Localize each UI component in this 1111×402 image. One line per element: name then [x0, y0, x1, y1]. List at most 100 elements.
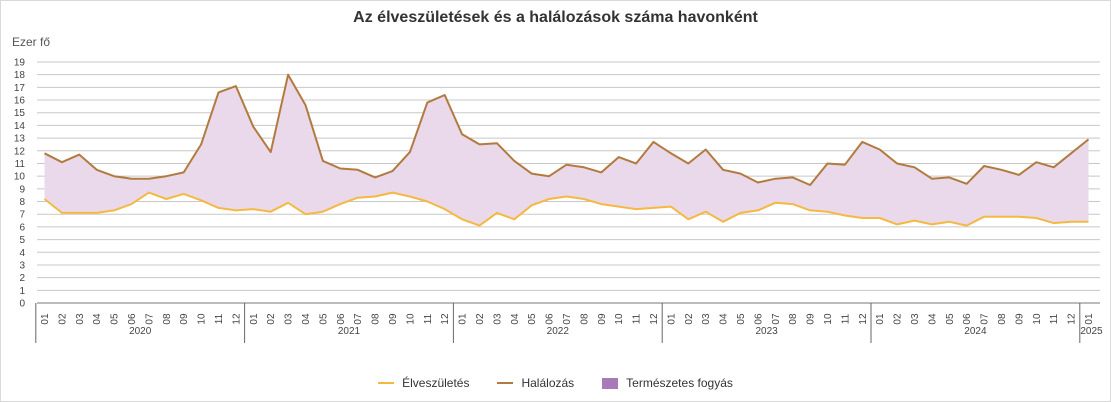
y-tick-label: 10	[14, 172, 26, 183]
y-tick-label: 9	[19, 184, 25, 195]
x-month-tick-label: 11	[1049, 313, 1060, 324]
x-month-tick-label: 03	[284, 313, 295, 325]
x-month-tick-label: 07	[562, 313, 573, 325]
y-tick-label: 11	[15, 159, 26, 170]
x-month-tick-label: 05	[110, 313, 121, 325]
y-tick-label: 18	[14, 70, 26, 81]
x-month-tick-label: 08	[788, 313, 799, 325]
x-month-tick-label: 05	[318, 313, 329, 325]
x-month-tick-label: 06	[127, 313, 138, 325]
x-month-tick-label: 12	[858, 313, 869, 325]
x-month-tick-label: 01	[40, 313, 51, 325]
x-month-tick-label: 11	[214, 313, 225, 324]
x-month-tick-label: 07	[353, 313, 364, 325]
x-month-tick-label: 02	[57, 313, 68, 325]
x-month-tick-label: 08	[162, 313, 173, 325]
natural-decrease-legend-swatch	[602, 377, 619, 389]
x-month-tick-label: 06	[545, 313, 556, 325]
x-month-tick-label: 12	[649, 313, 660, 325]
legend-label-births: Élveszületés	[402, 376, 470, 390]
x-month-tick-label: 01	[875, 313, 886, 325]
x-month-tick-label: 01	[249, 313, 260, 325]
x-year-label: 2021	[338, 326, 361, 337]
y-axis-unit-label: Ezer fő	[12, 35, 51, 49]
x-month-tick-label: 09	[597, 313, 608, 325]
legend-item-births[interactable]: Élveszületés	[378, 376, 469, 390]
x-month-tick-label: 08	[579, 313, 590, 325]
x-month-tick-label: 10	[1032, 313, 1043, 325]
y-tick-label: 19	[14, 58, 26, 69]
x-month-tick-label: 10	[405, 313, 416, 325]
x-month-tick-label: 12	[440, 313, 451, 325]
y-tick-label: 14	[14, 121, 26, 132]
y-tick-label: 0	[19, 299, 25, 310]
x-month-tick-label: 09	[1014, 313, 1025, 325]
x-month-tick-label: 04	[301, 313, 312, 325]
y-tick-label: 17	[14, 83, 26, 94]
x-month-tick-label: 11	[632, 313, 643, 324]
x-month-tick-label: 10	[823, 313, 834, 325]
x-month-tick-label: 05	[945, 313, 956, 325]
x-month-tick-label: 02	[475, 313, 486, 325]
x-month-tick-label: 08	[371, 313, 382, 325]
y-tick-label: 8	[19, 197, 25, 208]
x-month-tick-label: 04	[92, 313, 103, 325]
legend-label-natural-decrease: Természetes fogyás	[626, 376, 733, 390]
y-tick-label: 12	[14, 146, 26, 157]
x-month-tick-label: 04	[510, 313, 521, 325]
x-month-tick-label: 05	[736, 313, 747, 325]
x-month-tick-label: 02	[266, 313, 277, 325]
x-month-tick-label: 04	[927, 313, 938, 325]
x-month-tick-label: 07	[980, 313, 991, 325]
x-month-tick-label: 09	[806, 313, 817, 325]
x-month-tick-label: 10	[614, 313, 625, 325]
x-month-tick-label: 11	[840, 313, 851, 324]
x-month-tick-label: 07	[771, 313, 782, 325]
x-month-tick-label: 03	[492, 313, 503, 325]
chart-title: Az élveszületések és a halálozások száma…	[353, 9, 758, 26]
y-tick-label: 2	[19, 273, 25, 284]
x-month-tick-label: 02	[684, 313, 695, 325]
x-month-tick-label: 01	[458, 313, 469, 325]
x-year-label: 2024	[964, 326, 987, 337]
y-tick-label: 13	[14, 134, 26, 145]
x-month-tick-label: 07	[144, 313, 155, 325]
y-tick-label: 3	[19, 260, 25, 271]
x-month-tick-label: 06	[336, 313, 347, 325]
legend-item-deaths[interactable]: Halálozás	[497, 376, 574, 390]
natural-decrease-area	[44, 74, 1089, 226]
x-month-tick-label: 04	[719, 313, 730, 325]
y-tick-label: 7	[19, 210, 25, 221]
legend-label-deaths: Halálozás	[521, 376, 575, 390]
x-month-tick-label: 12	[231, 313, 242, 325]
x-year-label: 2020	[129, 326, 152, 337]
x-month-tick-label: 06	[753, 313, 764, 325]
x-month-tick-label: 01	[666, 313, 677, 325]
y-tick-label: 5	[19, 235, 25, 246]
x-month-tick-label: 03	[910, 313, 921, 325]
y-tick-label: 15	[14, 108, 26, 119]
x-month-tick-label: 09	[179, 313, 190, 325]
x-year-label: 2025	[1080, 326, 1103, 337]
chart-legend: Élveszületés Halálozás Természetes fogyá…	[0, 376, 1111, 390]
y-tick-label: 6	[19, 222, 25, 233]
y-tick-label: 16	[14, 96, 26, 107]
x-month-tick-label: 03	[701, 313, 712, 325]
births-legend-swatch	[378, 382, 395, 384]
deaths-legend-swatch	[497, 382, 514, 384]
x-month-tick-label: 12	[1067, 313, 1078, 325]
x-month-tick-label: 10	[197, 313, 208, 325]
x-year-label: 2023	[755, 326, 778, 337]
legend-item-natural-decrease[interactable]: Természetes fogyás	[602, 376, 733, 390]
births-series-line	[43, 191, 1089, 227]
x-month-tick-label: 02	[893, 313, 904, 325]
x-month-tick-label: 08	[997, 313, 1008, 325]
y-tick-label: 1	[19, 286, 25, 297]
y-tick-label: 4	[19, 248, 25, 259]
deaths-series-line	[44, 73, 1090, 186]
x-month-tick-label: 11	[423, 313, 434, 324]
x-year-label: 2022	[547, 326, 570, 337]
x-month-tick-label: 03	[75, 313, 86, 325]
x-month-tick-label: 06	[962, 313, 973, 325]
